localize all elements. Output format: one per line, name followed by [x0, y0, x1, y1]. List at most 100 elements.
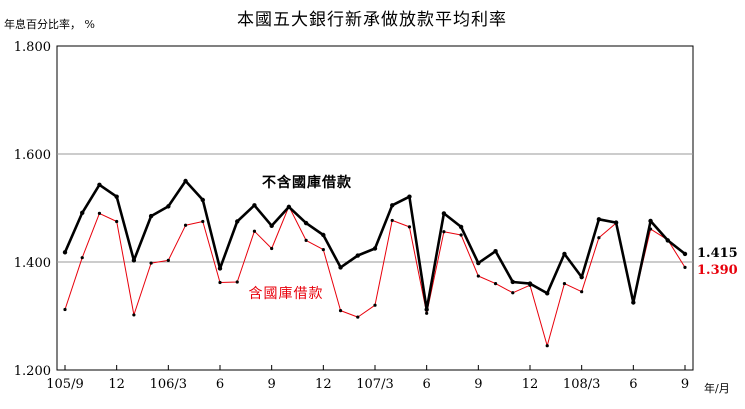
series-0-point — [682, 251, 688, 257]
series-0-point — [269, 223, 274, 229]
series-1-point — [80, 256, 84, 260]
x-axis-label: 年/月 — [704, 381, 730, 395]
x-tick-labels: 105/9 12 106/3 6 9 12 107/3 6 9 12 108/3 6 9 — [46, 377, 689, 392]
y-tick-label: 1.400 — [14, 256, 51, 271]
series-0-point — [200, 197, 205, 203]
series-1-point — [201, 219, 205, 224]
y-tick-label: 1.800 — [14, 40, 51, 55]
series-label-incl-treasury: 含國庫借款 — [249, 285, 324, 302]
series-0-point — [441, 211, 447, 216]
series-1-point — [97, 211, 102, 215]
series-1-point — [63, 307, 67, 312]
x-tick-label: 12 — [108, 377, 125, 392]
series-1-point — [166, 258, 170, 262]
series-0-point — [235, 219, 240, 224]
series-1-point — [511, 291, 515, 295]
series-1-point — [476, 274, 480, 278]
series-0-point — [390, 203, 395, 208]
series-0-point — [579, 274, 584, 280]
series-0-point — [97, 182, 102, 187]
series-1-point — [270, 246, 274, 251]
series-1-point — [580, 290, 584, 294]
series-0-point — [80, 210, 85, 216]
series-1-point — [442, 230, 446, 234]
series-1-point — [252, 229, 257, 233]
series-1-point — [597, 236, 601, 240]
series-1-point — [183, 223, 188, 227]
y-tick-label: 1.600 — [14, 148, 51, 163]
series-0-point — [613, 220, 619, 225]
series-0-point — [217, 266, 223, 271]
series-1-point — [132, 313, 136, 317]
series-0-point — [355, 253, 360, 258]
series-1-point — [407, 225, 412, 229]
series-0-point — [493, 249, 498, 254]
series-0-point — [62, 250, 68, 255]
series-0-point — [303, 220, 309, 226]
series-0-point — [286, 204, 292, 210]
series-0-point — [458, 224, 464, 230]
x-tick-label: 6 — [216, 377, 224, 392]
x-tick-label: 105/9 — [46, 377, 83, 392]
series-0-point — [166, 204, 171, 209]
end-value-label-incl-treasury: 1.390 — [697, 263, 738, 278]
series-0-point — [510, 279, 515, 285]
series-1-point — [425, 311, 429, 315]
y-axis-label: 年息百分比率， % — [4, 17, 95, 31]
series-1-point — [459, 233, 463, 237]
series-0-point — [631, 300, 636, 305]
series-0-point — [562, 251, 567, 257]
series-0-point — [545, 291, 550, 296]
series-lines — [62, 178, 688, 348]
series-1-point — [115, 219, 119, 224]
series-line-0 — [63, 179, 686, 311]
series-0-point — [407, 194, 412, 199]
series-1-point — [218, 280, 222, 285]
x-tick-label: 106/3 — [150, 377, 187, 392]
series-1-point — [562, 282, 567, 286]
y-tick-label: 1.200 — [14, 364, 51, 379]
x-tick-label: 9 — [474, 377, 482, 392]
series-label-excl-treasury: 不含國庫借款 — [262, 174, 352, 191]
series-0-point — [424, 307, 429, 312]
series-0-point — [527, 281, 533, 286]
series-0-point — [648, 218, 653, 224]
series-line-1 — [64, 205, 686, 347]
series-0-point — [338, 265, 343, 270]
x-tick-label: 9 — [681, 377, 689, 392]
x-tick-label: 6 — [629, 377, 637, 392]
series-0-point — [476, 260, 481, 266]
series-0-point — [321, 232, 326, 238]
series-0-point — [131, 258, 137, 263]
series-1-point — [149, 261, 153, 265]
series-1-point — [493, 282, 498, 286]
x-tick-label: 12 — [315, 377, 332, 392]
series-0-point — [596, 217, 602, 222]
chart-title: 本國五大銀行新承做放款平均利率 — [237, 10, 507, 30]
series-0-point — [665, 238, 670, 243]
series-1-point — [373, 303, 377, 307]
series-1-point — [683, 265, 687, 269]
end-value-label-excl-treasury: 1.415 — [697, 246, 738, 261]
series-0-point — [148, 213, 154, 219]
series-1-point — [235, 280, 239, 284]
plot-frame — [56, 45, 694, 371]
series-1-point — [304, 238, 308, 242]
x-tick-label: 108/3 — [563, 377, 600, 392]
series-1-point — [356, 315, 360, 319]
series-1-point — [321, 247, 325, 252]
series-0-point — [183, 178, 188, 184]
x-tick-label: 107/3 — [356, 377, 393, 392]
y-tick-labels: 1.200 1.400 1.600 1.800 — [14, 40, 51, 379]
x-tick-label: 12 — [522, 377, 539, 392]
x-tick-label: 9 — [268, 377, 276, 392]
series-0-point — [372, 246, 378, 251]
series-1-point — [338, 309, 343, 313]
gridlines — [56, 45, 694, 371]
series-1-point — [545, 344, 549, 348]
series-1-point — [390, 218, 394, 223]
series-0-point — [252, 203, 257, 208]
series-0-point — [114, 194, 119, 199]
